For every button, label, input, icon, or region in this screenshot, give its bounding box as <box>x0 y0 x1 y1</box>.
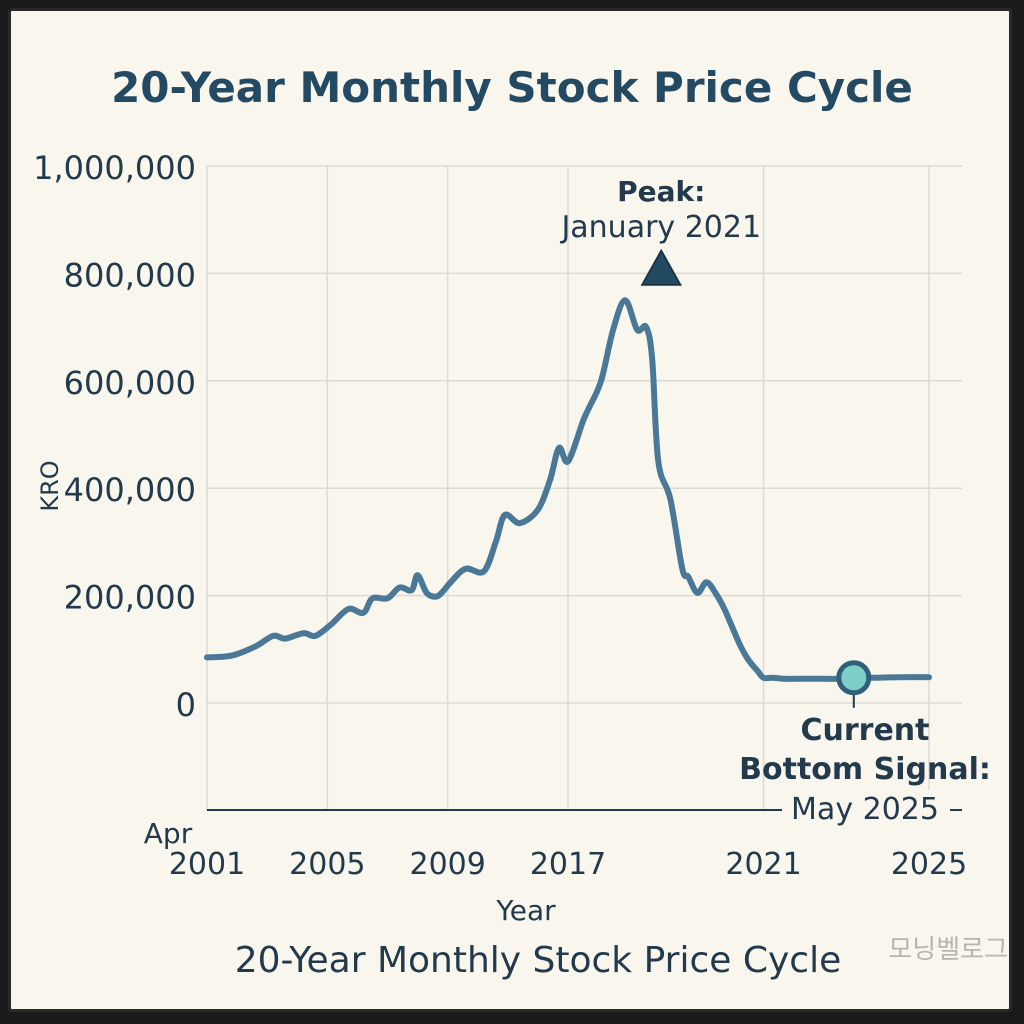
x-tick-label: 2017 <box>530 847 606 882</box>
x-tick-label: 2025 <box>891 847 967 882</box>
watermark: 모닝벨로그 <box>888 935 1008 965</box>
peak-marker <box>640 248 682 286</box>
y-tick-label: 200,000 <box>64 579 196 617</box>
bottom-label-line-2: Bottom Signal: <box>739 752 991 787</box>
grid <box>206 165 962 810</box>
x-start-label: Apr <box>144 817 193 850</box>
bottom-marker <box>836 660 872 696</box>
y-axis: 1,000,000 800,000 600,000 400,000 200,000 0 <box>33 149 196 724</box>
series-line-price <box>204 297 932 682</box>
peak-date: January 2021 <box>559 210 761 245</box>
peak-label: Peak: <box>617 175 705 208</box>
chart-title: 20-Year Monthly Stock Price Cycle <box>111 63 913 112</box>
chart-frame <box>8 8 1012 1012</box>
x-axis-label: Year <box>495 894 556 927</box>
x-axis: 2001 2005 2009 2017 2021 2025 <box>169 847 967 882</box>
bottom-label-line-3: May 2025 <box>791 792 939 827</box>
y-tick-label: 1,000,000 <box>33 149 196 187</box>
y-tick-label: 800,000 <box>64 256 196 294</box>
y-tick-label: 600,000 <box>64 364 196 402</box>
x-tick-label: 2001 <box>169 847 245 882</box>
x-tick-label: 2005 <box>289 847 365 882</box>
y-tick-label: 400,000 <box>64 471 196 509</box>
y-tick-label: 0 <box>176 686 196 724</box>
y-axis-label: KRO <box>36 460 64 511</box>
x-tick-label: 2009 <box>409 847 485 882</box>
bottom-label-line-1: Current <box>800 713 929 748</box>
bottom-label-background <box>782 790 950 826</box>
x-tick-label: 2021 <box>725 847 801 882</box>
chart-subtitle: 20-Year Monthly Stock Price Cycle <box>235 940 842 981</box>
